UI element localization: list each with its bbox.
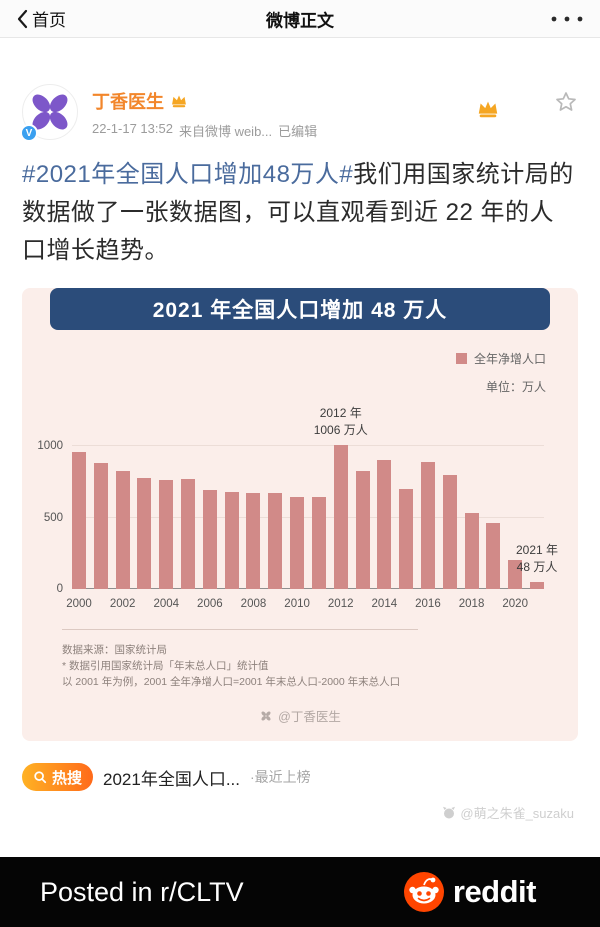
bar-annotation-2012: 2012 年 1006 万人	[313, 406, 368, 438]
bar-2018	[464, 513, 479, 589]
x-axis-line	[72, 588, 544, 589]
bar-2009	[268, 493, 283, 589]
back-label: 首页	[32, 11, 66, 30]
vip-crown-icon	[478, 101, 498, 118]
x-tick-label: 2010	[284, 598, 310, 610]
grid-line	[72, 516, 544, 518]
bar-2017	[442, 475, 457, 589]
bar-annotation-2021: 2021 年 48 万人	[515, 543, 559, 575]
dxy-watermark-icon	[261, 710, 271, 721]
posted-in-label: Posted in r/CLTV	[40, 876, 244, 907]
legend-label: 全年净增人口	[473, 352, 546, 366]
reddit-logo-icon	[403, 872, 444, 912]
cat-icon	[443, 806, 456, 819]
hot-search-topic[interactable]: 2021年全国人口...	[103, 769, 241, 789]
post-body: 我们用国家统计局的数据做了一张数据图，可以直观看到近 22 年的人口增长趋势。	[22, 161, 574, 264]
bar-2021	[530, 582, 544, 589]
reddit-footer: Posted in r/CLTV reddit	[0, 857, 600, 927]
avatar[interactable]: V	[20, 84, 78, 142]
more-dots-icon	[551, 16, 583, 21]
bar-2011	[311, 497, 326, 589]
verified-badge-icon: V	[20, 124, 38, 142]
chart-watermark-text: @丁香医生	[278, 710, 341, 724]
back-button[interactable]: 首页	[16, 6, 66, 31]
bar-2007	[224, 491, 239, 589]
member-crown-icon	[172, 95, 186, 108]
bar-2010	[290, 497, 305, 589]
chart-legend-block: 全年净增人口 单位：万人	[22, 350, 546, 395]
chevron-left-icon	[17, 9, 28, 28]
chart-image[interactable]: 2021 年全国人口增加 48 万人 全年净增人口 单位：万人 0 500 1000…	[22, 288, 578, 741]
bar-2013	[355, 470, 370, 589]
unit-label: 单位：万人	[485, 380, 546, 394]
chart-watermark: @丁香医生	[22, 706, 578, 725]
x-tick-label: 2018	[458, 598, 485, 610]
notes-divider	[62, 629, 418, 630]
chart-note-source: 数据来源：国家统计局	[62, 644, 167, 656]
hot-search-row: 热搜 2021年全国人口... ·最近上榜	[22, 763, 578, 791]
more-button[interactable]	[550, 16, 584, 22]
chart-legend: 全年净增人口	[455, 350, 546, 367]
bar-plot: 0 500 1000 2000 2002 2004 2006 2008 2010 2012 2014…	[37, 406, 558, 610]
chart-title: 2021 年全国人口增加 48 万人	[50, 288, 550, 330]
y-tick-label: 0	[56, 583, 63, 595]
uploader-watermark: @萌之朱雀_suzaku	[22, 803, 578, 822]
dxy-logo-icon	[24, 86, 76, 138]
x-tick-label: 2008	[240, 598, 267, 610]
weibo-post: V 丁香医生 22-1-17 13:52 来自微博 weib... 已编辑 #2…	[0, 84, 600, 822]
x-tick-label: 2004	[153, 598, 180, 610]
favorite-star-icon[interactable]	[554, 90, 578, 114]
x-tick-label: 2012	[327, 598, 354, 610]
legend-swatch	[455, 353, 467, 364]
reddit-wordmark: reddit	[452, 874, 537, 909]
bar-2008	[246, 492, 261, 589]
grid-line	[72, 445, 544, 447]
bar-2014	[377, 460, 392, 589]
uploader-watermark-text: @萌之朱雀_suzaku	[460, 806, 574, 821]
post-header: V 丁香医生 22-1-17 13:52 来自微博 weib... 已编辑	[20, 84, 578, 142]
y-tick-label: 500	[43, 511, 63, 524]
post-text: #2021年全国人口增加48万人#我们用国家统计局的数据做了一张数据图，可以直观…	[22, 156, 578, 270]
hot-search-status: ·最近上榜	[250, 769, 311, 785]
nav-bar: 首页 微博正文	[0, 0, 600, 38]
hashtag-link[interactable]: #2021年全国人口增加48万人#	[22, 161, 354, 188]
bar-2016	[420, 461, 435, 589]
bar-2020	[508, 559, 523, 589]
x-tick-label: 2016	[415, 598, 441, 610]
bar-2005	[181, 479, 196, 589]
page-title: 微博正文	[266, 11, 334, 30]
x-tick-label: 2000	[66, 598, 92, 610]
bar-2012	[333, 445, 348, 589]
chart-note-method: * 数据引用国家统计局「年末总人口」统计值	[62, 660, 269, 672]
bar-2006	[202, 490, 217, 589]
x-tick-label: 2014	[371, 598, 398, 610]
post-time: 22-1-17 13:52	[92, 121, 173, 136]
bar-2015	[399, 488, 414, 589]
author-name[interactable]: 丁香医生	[92, 92, 164, 112]
chart-note-example: 以 2001 年为例，2001 全年净增人口=2001 年末总人口-2000 年…	[62, 676, 401, 688]
post-meta: 22-1-17 13:52 来自微博 weib... 已编辑	[92, 121, 317, 140]
x-tick-label: 2002	[109, 598, 136, 610]
bar-2003	[137, 478, 152, 589]
bar-2002	[115, 471, 130, 589]
chart-notes: 数据来源：国家统计局 * 数据引用国家统计局「年末总人口」统计值 以 2001 …	[62, 642, 578, 690]
bar-2004	[159, 480, 174, 589]
hot-search-badge[interactable]: 热搜	[22, 763, 94, 791]
bar-2001	[93, 462, 108, 589]
bar-2000	[72, 452, 86, 589]
reddit-brand: reddit	[403, 872, 537, 912]
hot-search-badge-label: 热搜	[52, 769, 83, 787]
x-tick-label: 2006	[197, 598, 223, 610]
y-tick-label: 1000	[37, 440, 63, 453]
x-tick-label: 2020	[502, 598, 528, 610]
search-icon	[34, 771, 47, 784]
post-edited: 已编辑	[278, 124, 318, 139]
author-block: 丁香医生 22-1-17 13:52 来自微博 weib... 已编辑	[92, 84, 317, 140]
post-source[interactable]: 来自微博 weib...	[178, 124, 273, 139]
bar-2019	[486, 523, 501, 589]
